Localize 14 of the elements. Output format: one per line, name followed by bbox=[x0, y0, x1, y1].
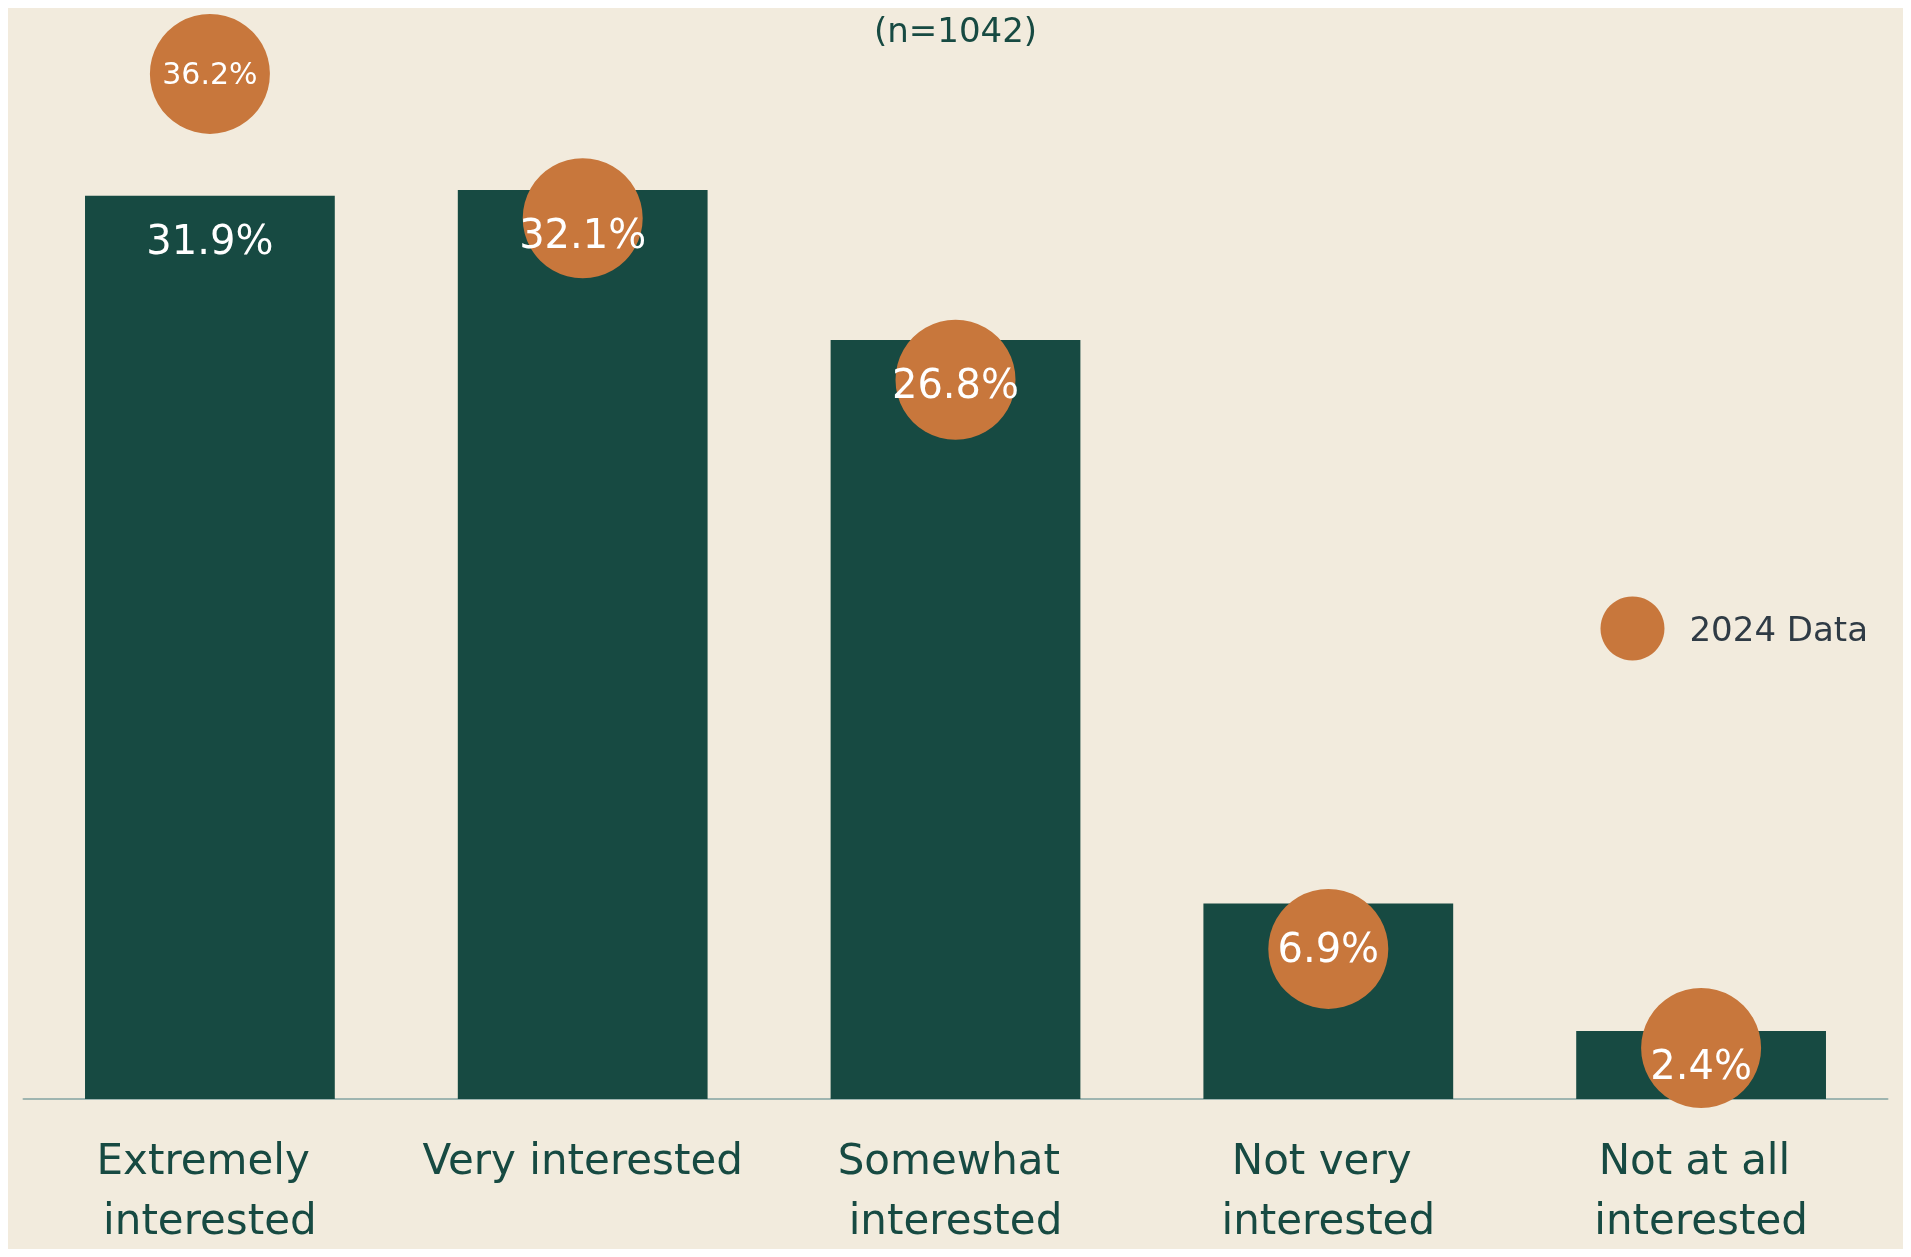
chart-subtitle: (n=1042) bbox=[873, 10, 1038, 50]
bar bbox=[457, 189, 708, 1099]
data-label: 31.9% bbox=[146, 216, 274, 263]
bar bbox=[830, 340, 1081, 1099]
x-tick-label: Not very interested bbox=[1221, 1134, 1436, 1244]
data-label: 36.2% bbox=[162, 56, 258, 92]
x-tick-label: Extremely interested bbox=[96, 1134, 324, 1244]
data-label: 2.4% bbox=[1650, 1042, 1752, 1089]
x-tick-label: Very interested bbox=[422, 1134, 743, 1184]
x-tick-label: Somewhat interested bbox=[837, 1134, 1074, 1244]
data-label: 6.9% bbox=[1277, 924, 1380, 971]
x-tick-label: Not at all interested bbox=[1594, 1134, 1808, 1244]
bar bbox=[85, 195, 335, 1099]
legend-label: 2024 Data bbox=[1689, 608, 1869, 649]
